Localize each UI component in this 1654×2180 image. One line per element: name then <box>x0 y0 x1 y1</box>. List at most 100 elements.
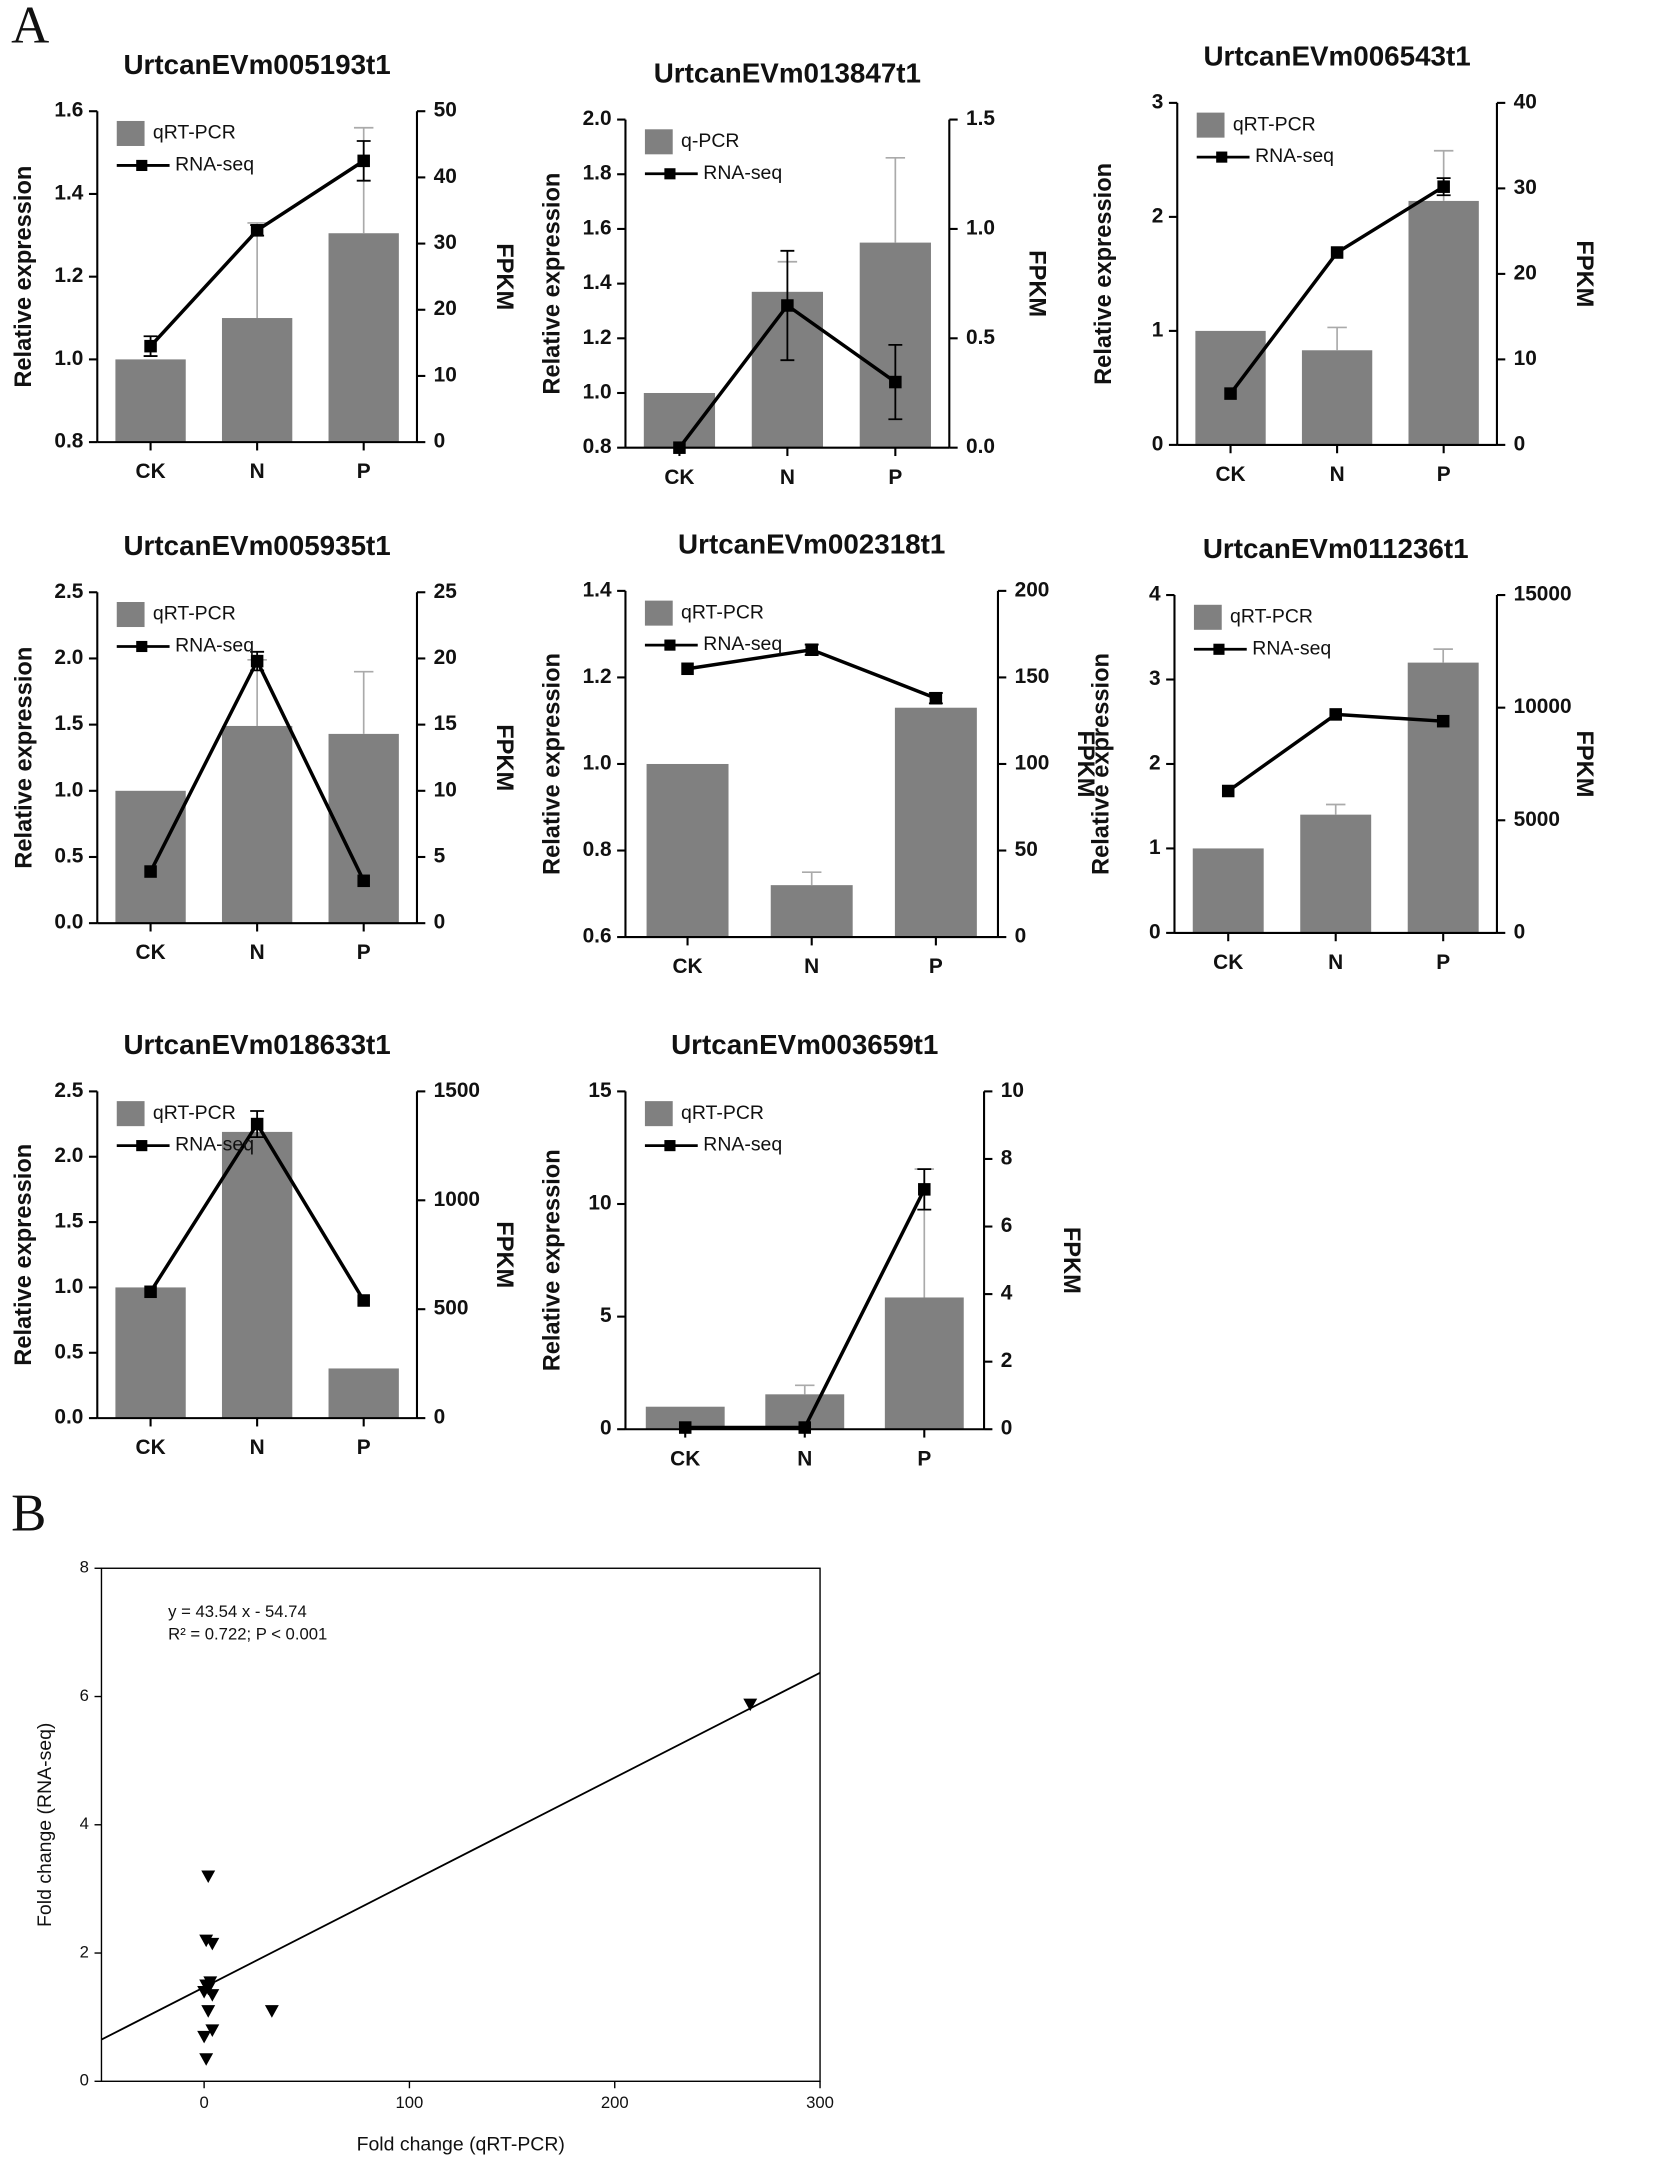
x-tick-label: CK <box>1213 951 1243 974</box>
x-tick-label: 100 <box>396 2093 424 2112</box>
y2-tick-label: 10 <box>434 778 457 801</box>
y-tick-label: 1.4 <box>583 578 612 601</box>
y2-tick-label: 5000 <box>1514 808 1560 831</box>
y2-tick-label: 10000 <box>1514 695 1572 718</box>
legend-marker <box>136 1140 148 1152</box>
y2-tick-label: 0 <box>1514 432 1526 455</box>
legend-label: RNA-seq <box>175 635 254 657</box>
plot-frame <box>100 1567 821 2082</box>
line-marker <box>250 654 264 668</box>
line-marker <box>1330 246 1344 259</box>
y2-tick-label: 0 <box>434 430 446 453</box>
y2-axis-label: FPKM <box>1571 730 1597 797</box>
x-tick-label: 300 <box>806 2093 834 2112</box>
y-tick-label: 0 <box>1152 432 1164 455</box>
y-tick-label: 1.2 <box>54 264 83 287</box>
rna-seq-line <box>687 647 937 700</box>
y2-tick-label: 1000 <box>434 1188 480 1211</box>
y2-axis-label: FPKM <box>1571 240 1597 307</box>
y-tick-label: 1.4 <box>54 181 83 204</box>
y-tick-label: 1.0 <box>54 347 83 370</box>
chart-title: UrtcanEVm003659t1 <box>671 1029 938 1060</box>
y-tick-label: 0.8 <box>54 430 83 453</box>
y2-tick-label: 200 <box>1015 578 1050 601</box>
line-marker <box>781 299 794 312</box>
bar <box>884 1297 964 1430</box>
chart-title: UrtcanEVm018633t1 <box>123 1029 390 1060</box>
y-tick-label: 1.0 <box>54 1275 83 1298</box>
y-tick-label: 2.0 <box>54 1144 83 1167</box>
x-tick-label: N <box>797 1447 812 1470</box>
legend-label: qRT-PCR <box>153 603 236 625</box>
bar <box>328 1368 399 1419</box>
y2-tick-label: 20 <box>434 297 457 320</box>
y2-tick-label: 2 <box>1001 1349 1013 1372</box>
point <box>264 2005 279 2018</box>
y2-tick-label: 0 <box>1015 925 1027 948</box>
legend-label: RNA-seq <box>703 1134 782 1156</box>
legend-marker <box>664 1140 676 1152</box>
legend-marker <box>664 639 676 651</box>
y-axis-label: Relative expression <box>1091 163 1117 385</box>
y-tick-label: 5 <box>600 1304 612 1327</box>
y-tick-label: 3 <box>1149 667 1161 690</box>
y-tick-label: 0 <box>80 2071 89 2090</box>
y2-tick-label: 15 <box>434 712 458 735</box>
fit-line <box>101 1671 821 2041</box>
y2-tick-label: 0 <box>1514 920 1526 943</box>
error-bar <box>247 222 267 319</box>
point <box>197 1985 212 1999</box>
y-axis-label: Relative expression <box>11 1144 37 1366</box>
legend-label: qRT-PCR <box>1230 605 1313 627</box>
point <box>205 2024 220 2037</box>
y-tick-label: 1.0 <box>54 778 83 801</box>
y2-tick-label: 1.5 <box>966 107 995 130</box>
y2-axis-label: FPKM <box>1072 730 1098 797</box>
legend-swatch <box>644 129 673 155</box>
chart-title: UrtcanEVm011236t1 <box>1203 533 1469 564</box>
y2-tick-label: 10 <box>434 363 457 386</box>
y-tick-label: 4 <box>1149 583 1161 606</box>
line-marker <box>1437 180 1450 193</box>
line-marker <box>805 643 818 656</box>
legend-label: RNA-seq <box>175 1134 254 1156</box>
error-bar <box>353 670 374 734</box>
y2-axis-label: FPKM <box>491 724 517 791</box>
x-tick-label: P <box>1437 463 1451 486</box>
y-tick-label: 0.8 <box>583 435 612 458</box>
y-tick-label: 2 <box>1149 751 1161 774</box>
y-tick-label: 2.5 <box>54 580 83 603</box>
point <box>743 1698 758 1712</box>
bar <box>1408 200 1479 445</box>
y-tick-label: 2.0 <box>583 107 612 130</box>
legend-label: qRT-PCR <box>681 1102 764 1124</box>
y-axis-label: Fold change (RNA-seq) <box>34 1723 56 1927</box>
x-tick-label: 0 <box>199 2093 208 2112</box>
line-marker <box>929 691 943 705</box>
y2-tick-label: 30 <box>434 231 457 254</box>
y2-axis-label: FPKM <box>491 243 517 310</box>
y2-tick-label: 50 <box>434 99 457 122</box>
y-tick-label: 1.2 <box>583 665 612 688</box>
line-marker <box>1329 708 1342 721</box>
y-tick-label: 1.5 <box>54 1210 83 1233</box>
x-tick-label: P <box>888 466 902 489</box>
point <box>199 1934 214 1948</box>
y-tick-label: 1.6 <box>583 216 612 239</box>
bar <box>1407 662 1479 933</box>
bar <box>115 359 186 443</box>
y2-axis-label: FPKM <box>1058 1227 1084 1294</box>
legend-marker <box>664 168 676 180</box>
x-tick-label: CK <box>136 460 166 483</box>
line-marker <box>918 1183 931 1196</box>
y-tick-label: 1.0 <box>583 751 612 774</box>
x-tick-label: N <box>250 1436 265 1459</box>
bar <box>115 1287 186 1419</box>
y-tick-label: 2 <box>1152 204 1164 227</box>
bar <box>894 707 977 938</box>
legend-label: qRT-PCR <box>153 1102 236 1124</box>
y-tick-label: 2.0 <box>54 646 83 669</box>
y2-tick-label: 0.5 <box>966 326 995 349</box>
error-bar <box>795 1384 815 1395</box>
y2-tick-label: 100 <box>1015 751 1050 774</box>
